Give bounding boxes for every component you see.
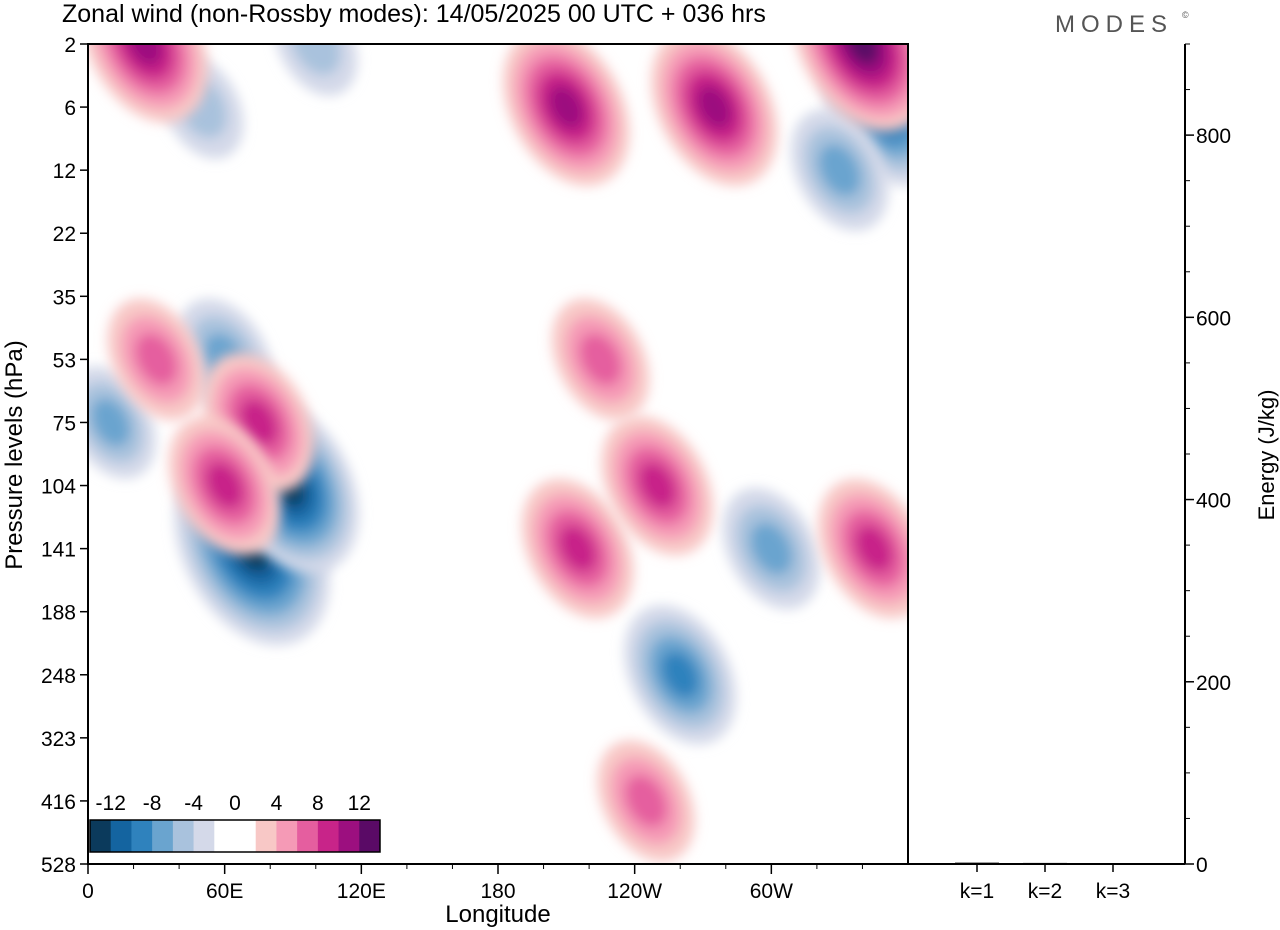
energy-tick-label: 0: [1196, 854, 1208, 877]
contour-band: [855, 525, 893, 572]
wind-feature-westerly: [601, 415, 714, 556]
wind-feature-easterly: [722, 487, 821, 610]
y-axis-label: Pressure levels (hPa): [1, 340, 28, 569]
colorbar-swatch: [110, 820, 132, 852]
y-tick-label: 2: [64, 34, 76, 57]
wind-feature-westerly: [168, 415, 281, 556]
contour-band: [661, 651, 699, 699]
y-tick-label: 248: [41, 665, 76, 688]
x-tick-label: 60W: [750, 880, 793, 903]
colorbar-swatch: [255, 820, 277, 852]
contour-band: [559, 525, 597, 572]
y-tick-label: 416: [41, 791, 76, 814]
contour-band: [579, 333, 622, 386]
colorbar-swatch: [235, 820, 257, 852]
y-tick-label: 22: [53, 223, 76, 246]
colorbar-swatch: [297, 820, 319, 852]
colorbar-label: 4: [271, 792, 283, 815]
contour-band: [135, 333, 178, 386]
contour-band: [274, 44, 358, 96]
colorbar-label: 0: [229, 792, 241, 815]
x-tick-label: 0: [82, 880, 94, 903]
contour-band: [638, 462, 677, 509]
wind-feature-westerly: [521, 478, 634, 619]
contour-band: [91, 398, 131, 447]
y-tick-label: 35: [53, 286, 76, 309]
energy-tick-label: 200: [1196, 672, 1231, 695]
x-axis-label: Longitude: [445, 901, 550, 928]
wind-feature-westerly: [817, 478, 908, 619]
wind-feature-westerly: [597, 740, 695, 862]
colorbar-swatch: [359, 820, 381, 852]
x-tick-label: 120E: [337, 880, 386, 903]
wind-feature-easterly: [274, 44, 358, 96]
energy-axis: 0 200 400 600 800: [1185, 43, 1231, 877]
energy-axis-label: Energy (J/kg): [1254, 390, 1279, 521]
energy-category-label: k=1: [960, 880, 994, 903]
y-tick-label: 12: [53, 160, 76, 183]
energy-bar: [1023, 862, 1067, 865]
colorbar-swatch: [276, 820, 298, 852]
colorbar-swatch: [172, 820, 195, 852]
energy-category-label: k=3: [1096, 880, 1130, 903]
contour-band: [750, 522, 793, 575]
wind-feature-easterly: [624, 605, 737, 745]
chart-title: Zonal wind (non-Rossby modes): 14/05/202…: [62, 0, 766, 28]
wind-feature-easterly: [790, 109, 889, 231]
energy-tick-label: 800: [1196, 125, 1231, 148]
contour-band: [625, 774, 667, 827]
energy-category-label: k=2: [1028, 880, 1062, 903]
contour-band: [290, 44, 341, 76]
colorbar-label: 8: [312, 792, 324, 815]
colorbar-label: -8: [143, 792, 162, 815]
wind-feature-westerly: [503, 44, 630, 186]
energy-tick-label: 400: [1196, 490, 1231, 513]
x-tick-label: 60E: [206, 880, 243, 903]
contour-band: [549, 85, 584, 129]
contour-band: [116, 44, 174, 80]
colorbar-swatch: [90, 820, 112, 852]
energy-tick-label: 600: [1196, 307, 1231, 330]
y-tick-label: 188: [41, 602, 76, 625]
y-tick-label: 141: [41, 539, 76, 562]
y-tick-label: 323: [41, 728, 76, 751]
colorbar-label: 12: [348, 792, 371, 815]
colorbar-label: -4: [184, 792, 203, 815]
y-tick-label: 53: [53, 349, 76, 372]
heatmap-field: [88, 44, 908, 862]
energy-bars: k=1 k=2 k=3: [955, 862, 1135, 903]
y-tick-label: 528: [41, 854, 76, 877]
contour-band: [697, 85, 732, 129]
contour-band: [818, 144, 861, 197]
x-tick-label: 120W: [607, 880, 662, 903]
colorbar: -12 -8 -4 0 4 8 12: [86, 782, 384, 856]
contour-band: [240, 399, 278, 446]
colorbar-swatch: [317, 820, 340, 852]
y-tick-label: 6: [64, 97, 76, 120]
wind-feature-westerly: [651, 44, 778, 186]
x-tick-label: 180: [480, 880, 515, 903]
energy-bar: [955, 862, 999, 865]
colorbar-swatch: [338, 820, 360, 852]
modes-logo-mark: ©: [1182, 10, 1189, 20]
colorbar-border: [89, 819, 381, 853]
wind-feature-westerly: [107, 298, 206, 421]
longitude-axis: 0 60E 120E 180 120W 60W: [82, 864, 863, 903]
colorbar-swatch: [152, 820, 174, 852]
colorbar-swatch: [214, 820, 236, 852]
contour-band: [205, 462, 244, 509]
pressure-axis: 2 6 12 22 35 53 75 104 141 188 248 323 416 528: [41, 34, 88, 877]
colorbar-swatch: [131, 820, 153, 852]
contour-band: [127, 44, 163, 66]
wind-feature-westerly: [551, 298, 650, 421]
colorbar-label: -12: [96, 792, 126, 815]
y-tick-label: 104: [41, 476, 76, 499]
y-tick-label: 75: [53, 412, 76, 435]
colorbar-swatch: [193, 820, 215, 852]
modes-logo: MODES: [1055, 11, 1173, 38]
